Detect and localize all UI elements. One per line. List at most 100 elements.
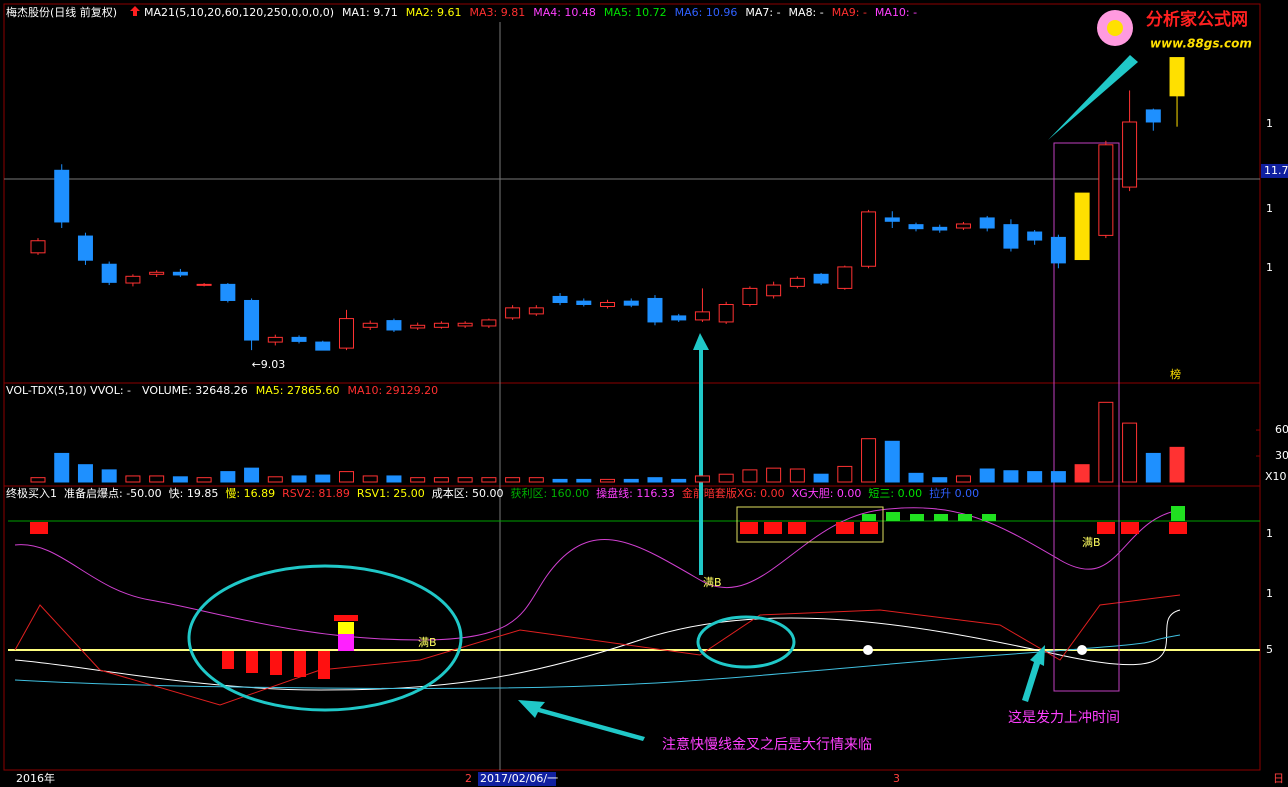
candle-body [196, 283, 212, 286]
candle-body [1050, 236, 1066, 264]
header-item: 准备启爆点: -50.00 [64, 486, 162, 500]
candle-body [101, 263, 117, 283]
header-item: RSV1: 25.00 [357, 487, 425, 500]
candle-body [1027, 231, 1043, 241]
candle-body [30, 240, 46, 254]
candle-body [433, 322, 449, 328]
candle-body [955, 223, 971, 229]
up-arrow [130, 6, 140, 16]
volume-bar [315, 474, 331, 483]
time-label: 2017/02/06/一 [480, 772, 558, 785]
candle-body [1098, 144, 1114, 236]
header-item: MA6: 10.96 [675, 6, 738, 19]
volume-bar [694, 475, 710, 483]
volume-bar [718, 473, 734, 483]
candle-body [1122, 121, 1138, 188]
candle-body [742, 287, 758, 305]
time-label: 日 [1273, 772, 1284, 785]
header-item: MA5: 27865.60 [256, 384, 340, 397]
candle-body [908, 224, 924, 230]
candle-body [623, 300, 639, 306]
volume-bar [338, 471, 354, 483]
price-tick-label: 11.7 [1264, 164, 1288, 177]
volume-bar [1169, 446, 1185, 483]
header-item: 终极买入1 [6, 486, 57, 500]
note: 注意快慢线金叉之后是大行情来临 [662, 736, 872, 753]
candle-body [789, 277, 805, 287]
candle-body [718, 303, 734, 323]
volume-bar [955, 475, 971, 483]
candle-body [505, 307, 521, 319]
candle-body [861, 211, 877, 267]
volume-bar [623, 478, 639, 483]
volume-bar [1050, 471, 1066, 483]
volume-bar [220, 471, 236, 483]
volume-bar [30, 477, 46, 483]
candle-body [600, 301, 616, 308]
logo: 分析家公式网 www.88gs.com [1097, 9, 1252, 51]
volume-bar [291, 475, 307, 483]
header-item: MA5: 10.72 [604, 6, 667, 19]
volume-bar [172, 476, 188, 483]
volume-bar [362, 475, 378, 483]
candle-body [149, 271, 165, 275]
candle-body [552, 295, 568, 303]
volume-bar [813, 473, 829, 483]
volume-bar [386, 475, 402, 483]
volume-bar [481, 477, 497, 483]
pointer [1048, 55, 1138, 140]
volume-bar [457, 477, 473, 483]
candle-body [291, 336, 307, 342]
header-item: 操盘线: 116.33 [596, 486, 675, 500]
candle-body [1074, 192, 1090, 261]
volume-tick-label: 60 [1275, 423, 1288, 436]
candle-body [410, 324, 426, 329]
header-item: 快: 19.85 [169, 487, 219, 500]
header-item: 获利区: 160.00 [510, 487, 589, 500]
header-item: MA21(5,10,20,60,120,250,0,0,0,0) [144, 6, 334, 19]
volume-unit: X10 [1265, 470, 1287, 483]
volume-bar [908, 472, 924, 483]
man-b: 满B [418, 636, 437, 649]
candle-body [77, 235, 93, 261]
candle-body [362, 322, 378, 328]
volume-bar [766, 467, 782, 483]
indicator-axis: 1 [1266, 527, 1273, 540]
header-item: MA8: - [789, 6, 824, 19]
header-item: MA7: - [745, 6, 780, 19]
volume-bar [433, 477, 449, 483]
header-item: MA4: 10.48 [533, 6, 596, 19]
price-tick-box [1261, 163, 1288, 178]
volume-bar [505, 477, 521, 483]
stock-name: 梅杰股份(日线 前复权) [6, 5, 117, 19]
volume-bar [600, 478, 616, 483]
candle-body [338, 318, 354, 349]
volume-bar [884, 440, 900, 483]
bang: 榜 [1170, 367, 1181, 381]
volume-bar [410, 477, 426, 483]
volume-bar [1098, 401, 1114, 483]
plot: 11.7 1 1 1 ←9.03 30 60 X10 1 1 5 满B 满B 满B 注意快慢线金叉之后是大行… [16, 57, 1288, 785]
time-label: 2 [465, 772, 472, 785]
indicator-layout [8, 142, 1260, 786]
volume-bar [1122, 422, 1138, 483]
volume-bar [267, 476, 283, 483]
header-item: MA3: 9.81 [469, 6, 525, 19]
header-item: 金前暗套版XG: 0.00 [682, 486, 785, 500]
logo-name: 分析家公式网 [1146, 9, 1248, 30]
candle-body [386, 320, 402, 331]
volume-title: VOL-TDX(5,10) VVOL: - [6, 384, 131, 397]
header-item: VOLUME: 32648.26 [142, 384, 248, 397]
candle-body [481, 319, 497, 327]
volume-bar [149, 475, 165, 483]
header-item: XG大胆: 0.00 [792, 486, 862, 500]
volume-bar [552, 478, 568, 483]
volume-bar [576, 478, 592, 483]
header-item: MA1: 9.71 [342, 6, 398, 19]
candle-body [125, 275, 141, 284]
man-b: 满B [1082, 536, 1101, 549]
header-item: 成本区: 50.00 [432, 486, 504, 500]
volume-bar [789, 468, 805, 483]
candle-body [315, 341, 331, 351]
